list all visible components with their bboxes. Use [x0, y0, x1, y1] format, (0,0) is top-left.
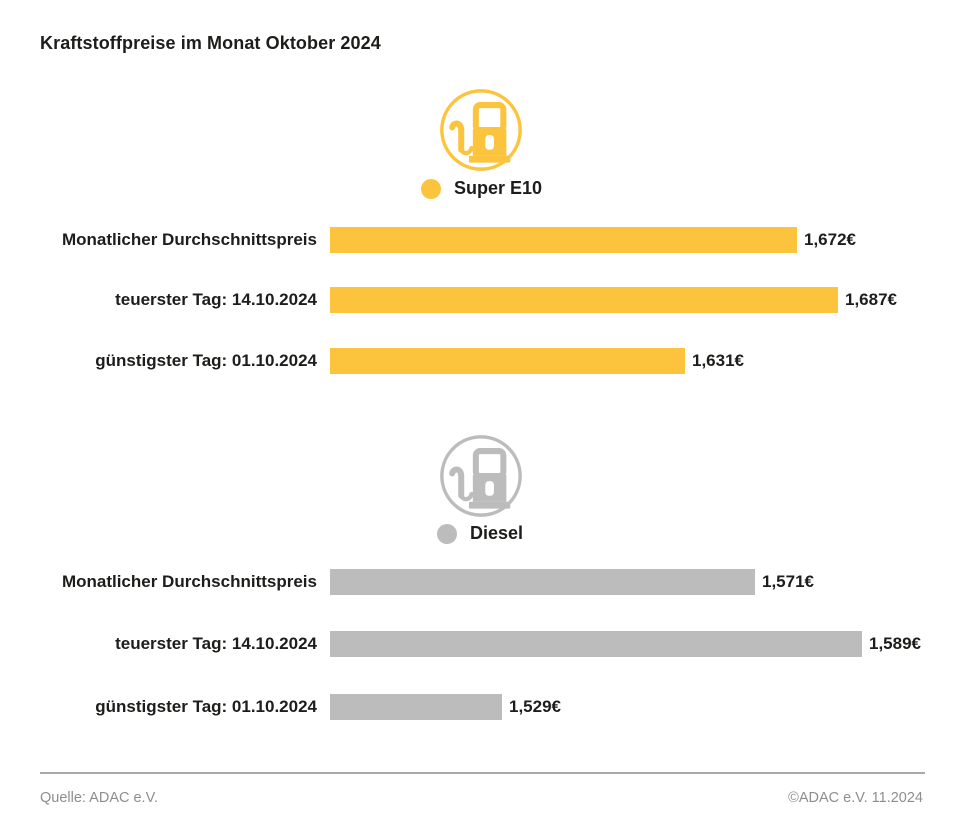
legend-label-diesel: Diesel	[470, 523, 524, 543]
price-bar	[330, 631, 862, 657]
bar-value: 1,529€	[509, 697, 561, 716]
legend-label-super-e10: Super E10	[454, 178, 543, 198]
bar-row-super-average: Monatlicher Durchschnittspreis 1,672€	[0, 227, 978, 253]
bar-row-super-max: teuerster Tag: 14.10.2024 1,687€	[0, 287, 978, 313]
bar-value: 1,589€	[869, 634, 921, 653]
bar-value: 1,631€	[692, 351, 744, 370]
bar-label: Monatlicher Durchschnittspreis	[61, 230, 317, 249]
bar-row-diesel-max: teuerster Tag: 14.10.2024 1,589€	[0, 631, 978, 657]
bar-row-super-min: günstigster Tag: 01.10.2024 1,631€	[0, 348, 978, 374]
page-title: Kraftstoffpreise im Monat Oktober 2024	[40, 33, 381, 53]
legend-dot-diesel	[437, 523, 457, 544]
source-credit: Quelle: ADAC e.V.	[40, 790, 158, 806]
bar-label: günstigster Tag: 01.10.2024	[95, 697, 317, 716]
fuel-pump-icon	[438, 433, 524, 519]
bar-row-diesel-min: günstigster Tag: 01.10.2024 1,529€	[0, 694, 978, 720]
bar-row-diesel-average: Monatlicher Durchschnittspreis 1,571€	[0, 569, 978, 595]
price-bar	[330, 569, 755, 595]
footer-divider	[40, 772, 925, 774]
bar-label: Monatlicher Durchschnittspreis	[61, 572, 317, 591]
copyright-notice: ©ADAC e.V. 11.2024	[788, 790, 923, 806]
price-bar	[330, 287, 838, 313]
bar-label: teuerster Tag: 14.10.2024	[115, 634, 317, 653]
bar-label: günstigster Tag: 01.10.2024	[95, 351, 317, 370]
price-bar	[330, 348, 685, 374]
legend-diesel: Diesel	[437, 523, 523, 544]
price-bar	[330, 227, 797, 253]
bar-value: 1,672€	[804, 230, 856, 249]
bar-label: teuerster Tag: 14.10.2024	[115, 290, 317, 309]
bar-value: 1,571€	[762, 572, 814, 591]
legend-super-e10: Super E10	[421, 178, 542, 199]
bar-value: 1,687€	[845, 290, 897, 309]
legend-dot-super-e10	[421, 178, 441, 199]
fuel-pump-icon	[438, 87, 524, 173]
price-bar	[330, 694, 502, 720]
